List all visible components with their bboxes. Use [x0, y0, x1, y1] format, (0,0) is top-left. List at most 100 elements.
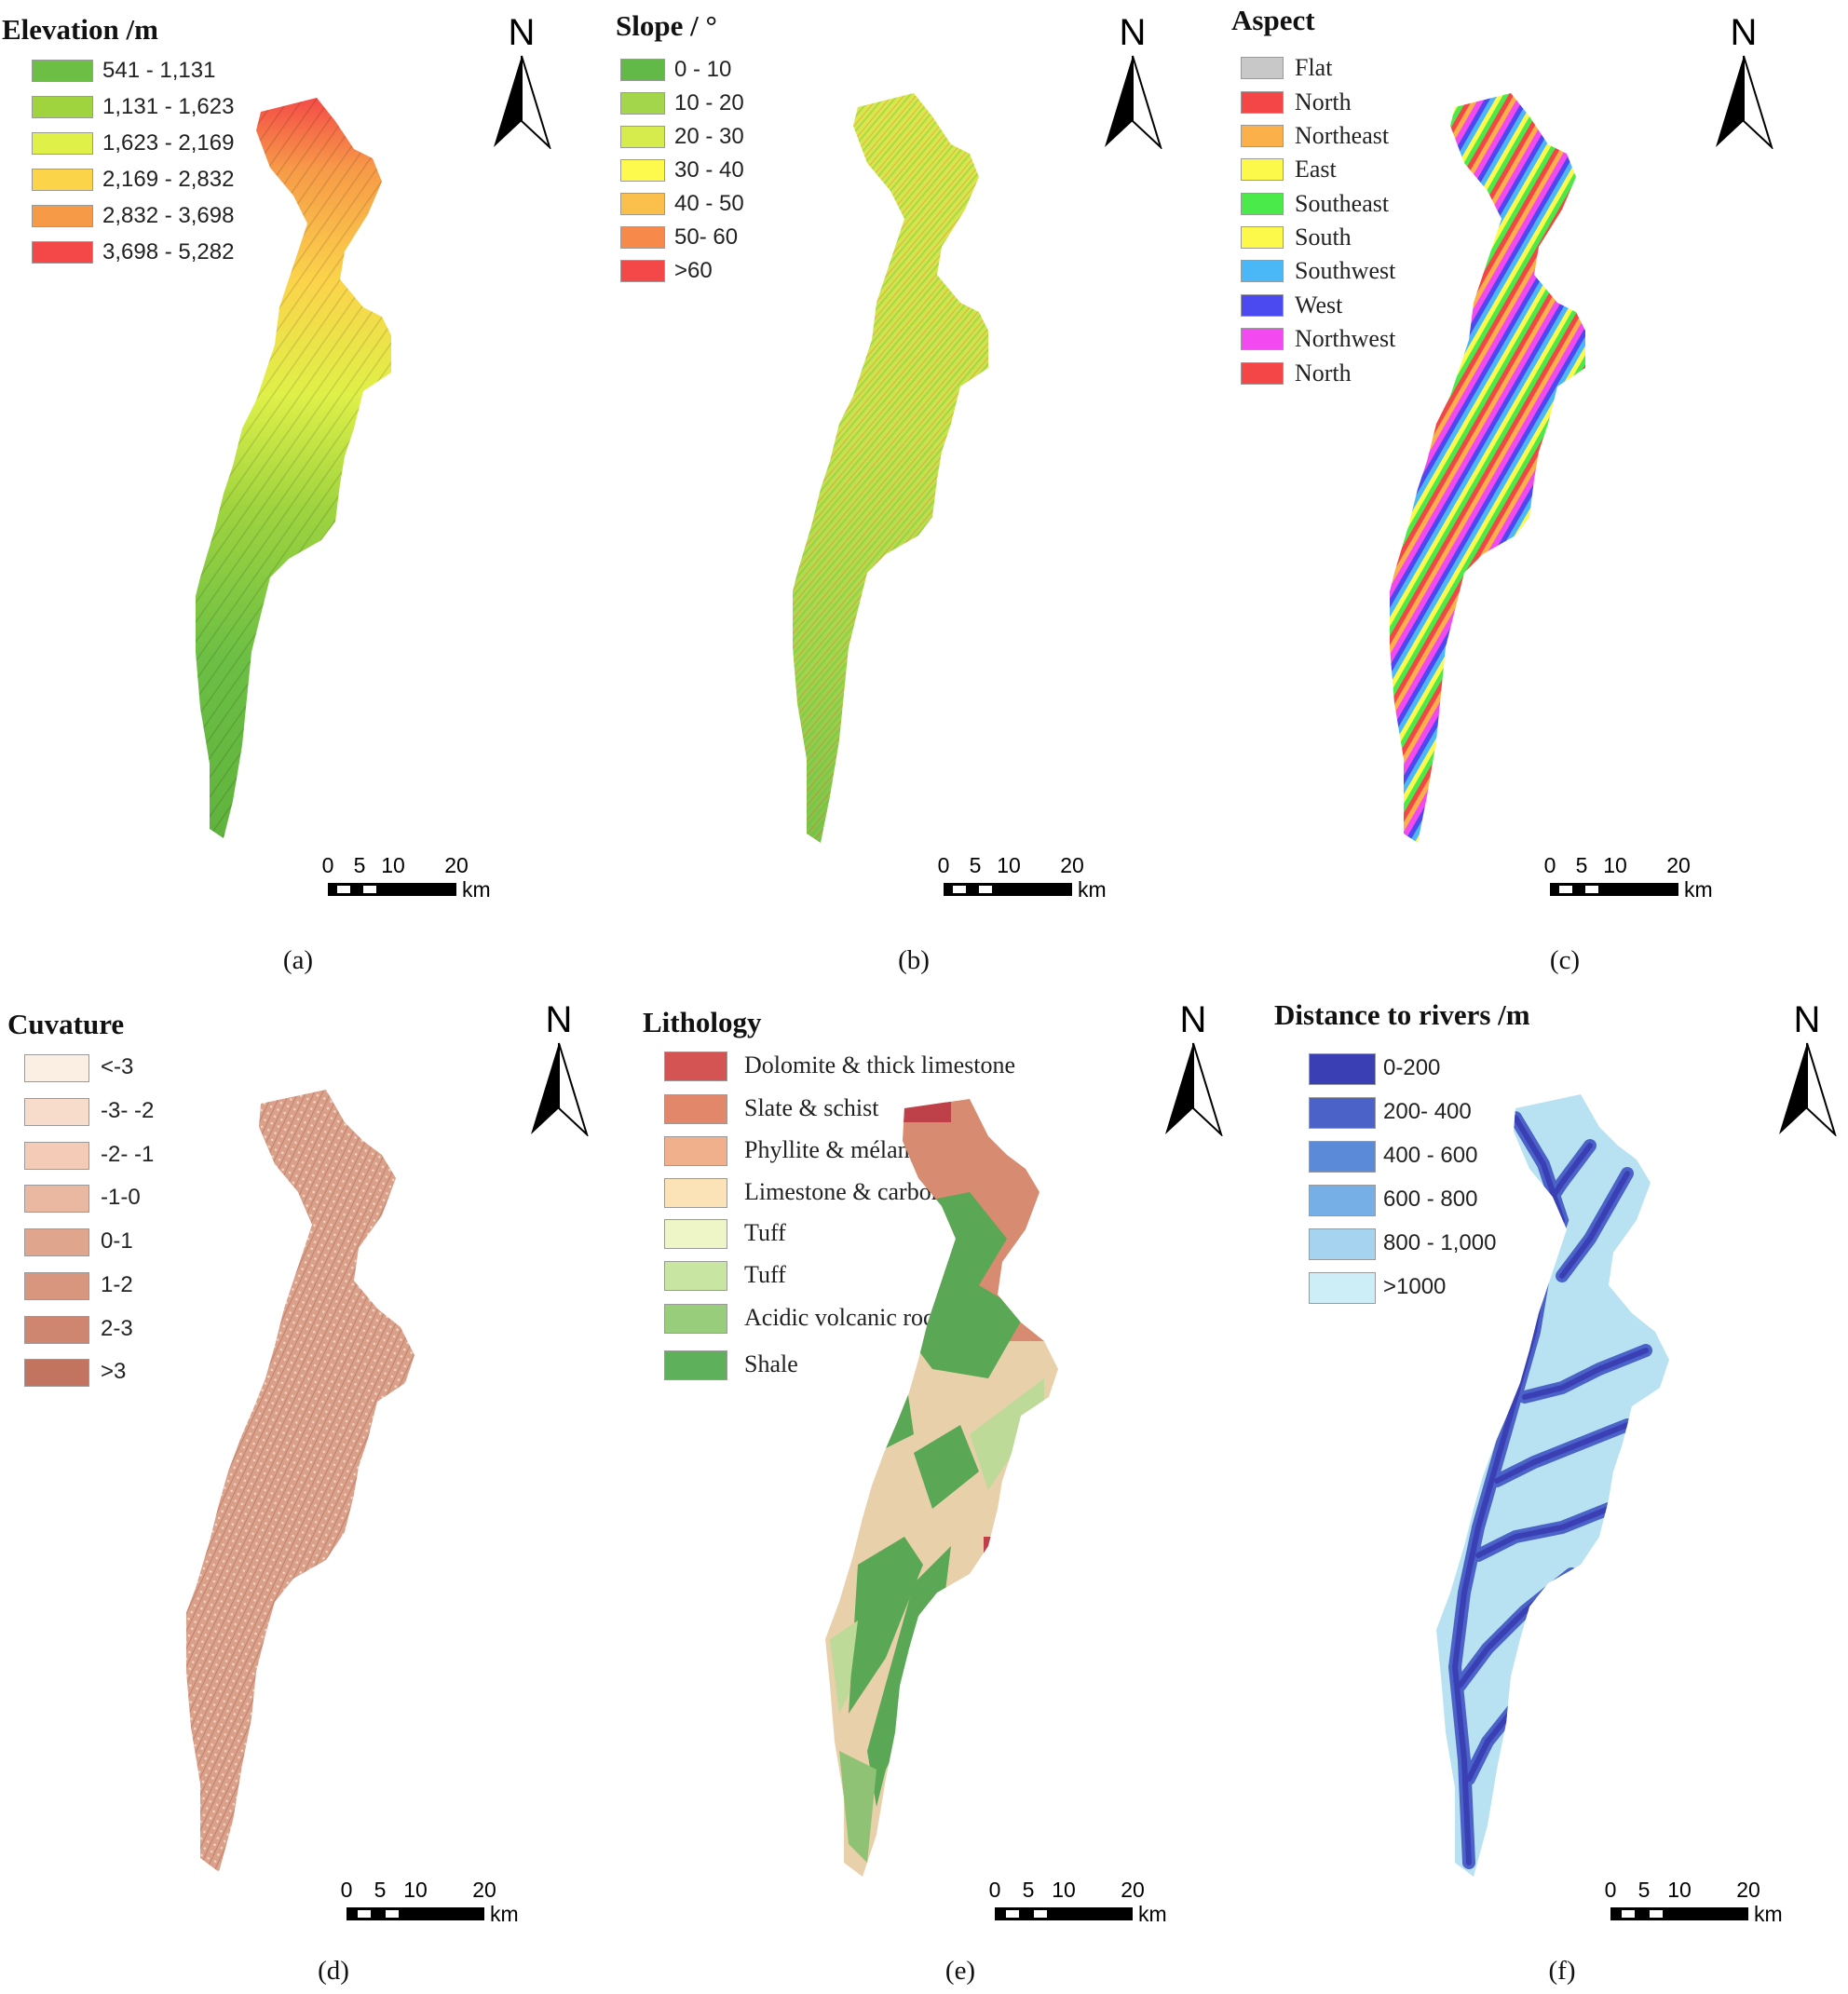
legend-label: 20 - 30: [674, 124, 744, 149]
panel-curvature: Cuvature <-3 -3- -2 -2- -1 -1-0 0-1 1-2 …: [0, 997, 616, 1994]
legend-label: 2,832 - 3,698: [102, 203, 235, 228]
legend-swatch: [32, 169, 93, 191]
scale-tick: 5: [1576, 853, 1588, 877]
scale-tick: 20: [1060, 853, 1084, 877]
legend-swatch: [1241, 193, 1284, 215]
north-label: N: [1794, 999, 1821, 1040]
legend-label: 600 - 800: [1383, 1187, 1478, 1212]
legend-swatch: [1241, 226, 1284, 249]
legend-label: 0 - 10: [674, 57, 732, 82]
scale-unit: km: [1754, 1902, 1783, 1926]
legend-swatch: [1241, 91, 1284, 114]
legend-label: 10 - 20: [674, 90, 744, 115]
legend-swatch: [664, 1094, 727, 1124]
legend-label: 400 - 600: [1383, 1143, 1478, 1168]
legend-label: -1-0: [101, 1185, 141, 1210]
legend-label: Southeast: [1295, 190, 1390, 217]
legend-title: Aspect: [1231, 4, 1315, 36]
panel-slope: Slope / ° 0 - 10 10 - 20 20 - 30 30 - 40…: [616, 0, 1231, 987]
scale-tick: 5: [1023, 1878, 1035, 1902]
legend-label: Flat: [1295, 54, 1333, 81]
legend-title: Lithology: [643, 1006, 762, 1038]
legend-label: Dolomite & thick limestone: [744, 1051, 1016, 1078]
legend-swatch: [664, 1051, 727, 1081]
legend-swatch: [664, 1261, 727, 1291]
panel-aspect: Aspect Flat North Northeast East Southea…: [1231, 0, 1847, 987]
legend-title: Slope / °: [616, 9, 717, 42]
scale-tick: 20: [444, 853, 469, 877]
legend-swatch: [24, 1359, 89, 1387]
legend-swatch: [620, 126, 665, 148]
legend-label: >3: [101, 1359, 127, 1384]
scale-bar: 0 5 10 20 km: [341, 1878, 519, 1926]
legend-swatch: [664, 1219, 727, 1249]
legend-label: -3- -2: [101, 1098, 155, 1123]
scale-unit: km: [1684, 877, 1713, 902]
legend-swatch: [620, 92, 665, 115]
legend-label: Phyllite & mélange: [744, 1136, 933, 1163]
legend-swatch: [24, 1098, 89, 1126]
legend-swatch: [1241, 260, 1284, 282]
legend-swatch: [664, 1178, 727, 1208]
caption: (e): [944, 1956, 976, 1986]
legend-swatch: [664, 1304, 727, 1334]
panel-elevation: Elevation /m 541 - 1,131 1,131 - 1,623 1…: [0, 0, 616, 987]
scale-unit: km: [462, 877, 491, 902]
legend-swatch: [620, 226, 665, 249]
scale-tick: 20: [472, 1878, 496, 1902]
aspect-map: [1390, 93, 1585, 843]
legend-swatch: [1241, 125, 1284, 147]
legend-swatch: [1241, 57, 1284, 79]
legend-label: Acidic volcanic rock: [744, 1304, 946, 1331]
legend-swatch: [664, 1136, 727, 1166]
scale-unit: km: [1078, 877, 1107, 902]
legend-label: Northwest: [1295, 325, 1396, 352]
scale-tick: 10: [1052, 1878, 1076, 1902]
legend-swatch: [620, 59, 665, 81]
scale-bar: 0 5 10 20 km: [322, 853, 491, 902]
legend-label: Tuff: [744, 1219, 786, 1246]
legend-label: 541 - 1,131: [102, 58, 216, 83]
scale-bar: 0 5 10 20 km: [938, 853, 1107, 902]
scale-tick: 0: [1544, 853, 1556, 877]
caption: (d): [318, 1956, 349, 1986]
scale-tick: 0: [341, 1878, 353, 1902]
legend-swatch: [1309, 1097, 1376, 1129]
legend-label: 50- 60: [674, 224, 739, 250]
scale-tick: 20: [1666, 853, 1691, 877]
north-arrow-icon: N: [531, 999, 589, 1136]
legend-label: <-3: [101, 1054, 134, 1079]
legend-label: Southwest: [1295, 257, 1396, 284]
scale-tick: 20: [1121, 1878, 1145, 1902]
north-arrow-icon: N: [1165, 999, 1223, 1136]
legend-label: 30 - 40: [674, 157, 744, 183]
legend-swatch: [1309, 1272, 1376, 1304]
legend-label: 200- 400: [1383, 1099, 1472, 1124]
north-arrow-icon: N: [494, 12, 551, 149]
legend-label: 0-1: [101, 1228, 133, 1254]
legend-swatch: [32, 96, 93, 118]
scale-bar: 0 5 10 20 km: [1605, 1878, 1783, 1926]
caption: (c): [1549, 945, 1581, 975]
scale-tick: 5: [374, 1878, 387, 1902]
legend-swatch: [24, 1054, 89, 1082]
legend-swatch: [1241, 158, 1284, 181]
north-label: N: [509, 12, 536, 53]
distance-to-rivers-map: [1436, 1094, 1669, 1877]
lithology-map: [825, 1099, 1058, 1877]
legend-swatch: [32, 241, 93, 264]
legend-swatch: [1241, 294, 1284, 317]
slope-map: [793, 93, 988, 843]
north-arrow-icon: N: [1105, 12, 1162, 149]
legend-title: Distance to rivers /m: [1274, 998, 1530, 1031]
scale-tick: 20: [1736, 1878, 1760, 1902]
legend-swatch: [1309, 1228, 1376, 1260]
scale-tick: 10: [1667, 1878, 1692, 1902]
legend-label: Northeast: [1295, 122, 1390, 149]
legend-label: 40 - 50: [674, 191, 744, 216]
legend-label: South: [1295, 224, 1352, 251]
legend-label: 1,623 - 2,169: [102, 130, 235, 156]
legend-label: 2,169 - 2,832: [102, 167, 235, 192]
panel-distance-to-rivers: Distance to rivers /m 0-200 200- 400 400…: [1231, 997, 1847, 1994]
legend-swatch: [1309, 1185, 1376, 1216]
